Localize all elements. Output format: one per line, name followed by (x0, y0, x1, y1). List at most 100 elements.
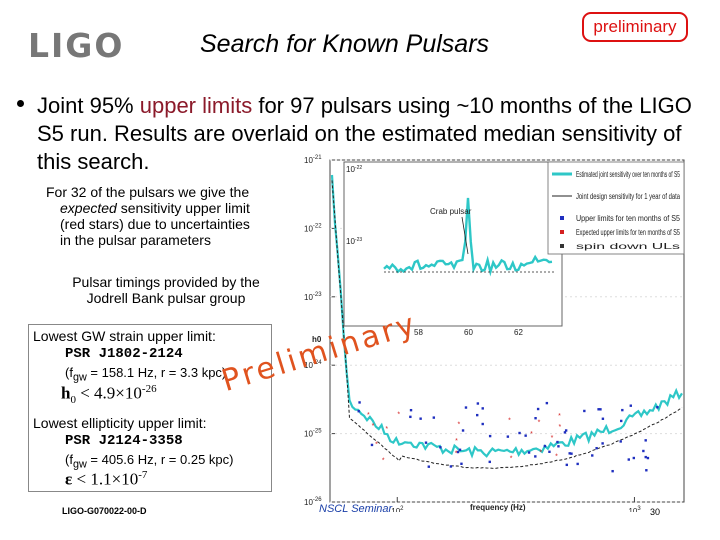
note-line-rest: sensitivity upper limit (116, 200, 250, 216)
ellipticity-value: < 1.1×10 (72, 469, 139, 489)
upper-limit-point (481, 407, 484, 410)
upper-limit-point (427, 465, 431, 468)
upper-limit-point (619, 440, 622, 443)
strain-sub: 0 (70, 394, 76, 407)
upper-limit-point (564, 429, 568, 432)
upper-limit-point (620, 419, 623, 423)
upper-limit-point (595, 446, 598, 450)
strain-symbol: h (61, 383, 71, 403)
y-tick-label: 10-23 (304, 292, 322, 302)
expected-limit-star: * (555, 453, 558, 460)
upper-limit-point (358, 401, 361, 404)
bullet-text-pre: Joint 95% (37, 93, 140, 118)
upper-limit-point (419, 417, 422, 420)
expected-limit-star: * (382, 457, 385, 464)
upper-limit-point (461, 429, 465, 432)
sensitivity-curve (330, 174, 683, 459)
crab-pointer (461, 216, 469, 255)
y-tick-label: 10-25 (304, 429, 322, 439)
params-text: = 158.1 Hz, r = 3.3 kpc) (86, 365, 227, 380)
legend-entry: Expected upper limits for ten months of … (576, 228, 680, 237)
strain-pulsar: PSR J1802-2124 (65, 346, 183, 362)
upper-limit-point (565, 463, 569, 467)
y-tick-label: 10-21 (304, 155, 322, 165)
upper-limit-point (460, 462, 463, 465)
expected-limit-star: * (558, 424, 561, 431)
slide-title: Search for Known Pulsars (200, 30, 490, 58)
main-bullet: Joint 95% upper limits for 97 pulsars us… (37, 92, 707, 176)
x-axis-label: frequency (Hz) (470, 503, 526, 512)
inset-x-tick-label: 62 (514, 328, 523, 337)
expected-limit-star: * (538, 420, 541, 427)
note-line: expected sensitivity upper limit (46, 200, 296, 216)
upper-limit-point (563, 431, 567, 434)
upper-limit-point (599, 408, 602, 411)
y-tick-label: 10-26 (304, 497, 322, 507)
upper-limit-point (476, 413, 479, 417)
sensitivity-chart: 10-21 10-22 10-23 10-24 10-25 10-26 102 103 freq… (304, 155, 685, 512)
expected-limit-star: * (397, 411, 400, 418)
upper-limit-point (611, 469, 614, 473)
ellipticity-pulsar: PSR J2124-3358 (65, 433, 183, 449)
ellipticity-exp: -7 (138, 469, 148, 481)
ellipticity-limit: ε < 1.1×10-7 (65, 469, 147, 490)
inset-sensitivity-curve (383, 197, 553, 277)
legend-entry: Upper limits for ten months of S5 (576, 214, 680, 223)
legend-swatch (560, 230, 564, 234)
expected-limit-star: * (375, 441, 378, 448)
upper-limit-point (488, 460, 491, 464)
upper-limit-point (476, 402, 480, 405)
strain-limit: h0 < 4.9×10-26 (61, 383, 157, 406)
expected-limit-star: * (508, 418, 511, 425)
upper-limit-point (536, 407, 540, 411)
note-line: Pulsar timings provided by the (72, 274, 260, 290)
upper-limit-point (439, 446, 442, 449)
upper-limit-point (449, 465, 453, 468)
upper-limit-point (488, 434, 492, 438)
expected-limit-star: * (457, 421, 460, 428)
upper-limit-point (545, 401, 549, 405)
params-sub: gw (72, 371, 87, 384)
upper-limit-point (646, 456, 650, 460)
upper-limit-point (570, 452, 573, 455)
timings-note: Pulsar timings provided by the Jodrell B… (46, 274, 286, 306)
upper-limit-point (629, 404, 632, 407)
y-axis-label: h0 (312, 335, 322, 344)
x-tick-label: 103 (628, 506, 641, 512)
note-line: in the pulsar parameters (60, 232, 211, 248)
upper-limit-point (527, 451, 531, 454)
page-number: 30 (650, 507, 661, 517)
results-box: Lowest GW strain upper limit: PSR J1802-… (28, 324, 272, 492)
upper-limit-point (534, 455, 537, 458)
strain-params: (fgw = 158.1 Hz, r = 3.3 kpc) (65, 365, 226, 384)
legend-entry: Joint design sensitivity for 1 year of d… (576, 192, 680, 201)
upper-limit-point (621, 408, 624, 412)
expected-limit-star: * (455, 438, 458, 445)
seminar-label: NSCL Seminar (319, 503, 393, 515)
upper-limit-point (601, 417, 605, 420)
expected-limit-star: * (551, 435, 554, 442)
inset-x-tick-label: 58 (414, 328, 423, 337)
params-text: (f (65, 365, 73, 380)
upper-limit-point (370, 443, 374, 447)
inset-y-tick-label: 10-23 (346, 237, 362, 246)
upper-limit-point (627, 458, 630, 461)
inset-y-tick-label: 10-22 (346, 165, 362, 174)
expected-limit-star: * (385, 426, 388, 433)
params-text: (f (65, 452, 73, 467)
upper-limit-point (543, 444, 547, 448)
expected-limit-star: * (558, 413, 561, 420)
crab-annotation: Crab pulsar (430, 207, 472, 216)
upper-limit-point (357, 410, 360, 413)
params-text: = 405.6 Hz, r = 0.25 kpc) (86, 452, 234, 467)
inset-frame (343, 161, 563, 327)
expected-limit-star: * (530, 431, 533, 438)
legend-swatch (560, 244, 564, 248)
note-line: Jodrell Bank pulsar group (86, 290, 246, 306)
upper-limit-point (597, 408, 600, 411)
inset-x-tick-label: 60 (464, 328, 473, 337)
upper-limit-point (548, 450, 551, 454)
upper-limit-point (518, 431, 521, 435)
upper-limit-point (557, 445, 560, 448)
upper-limit-point (645, 469, 648, 472)
